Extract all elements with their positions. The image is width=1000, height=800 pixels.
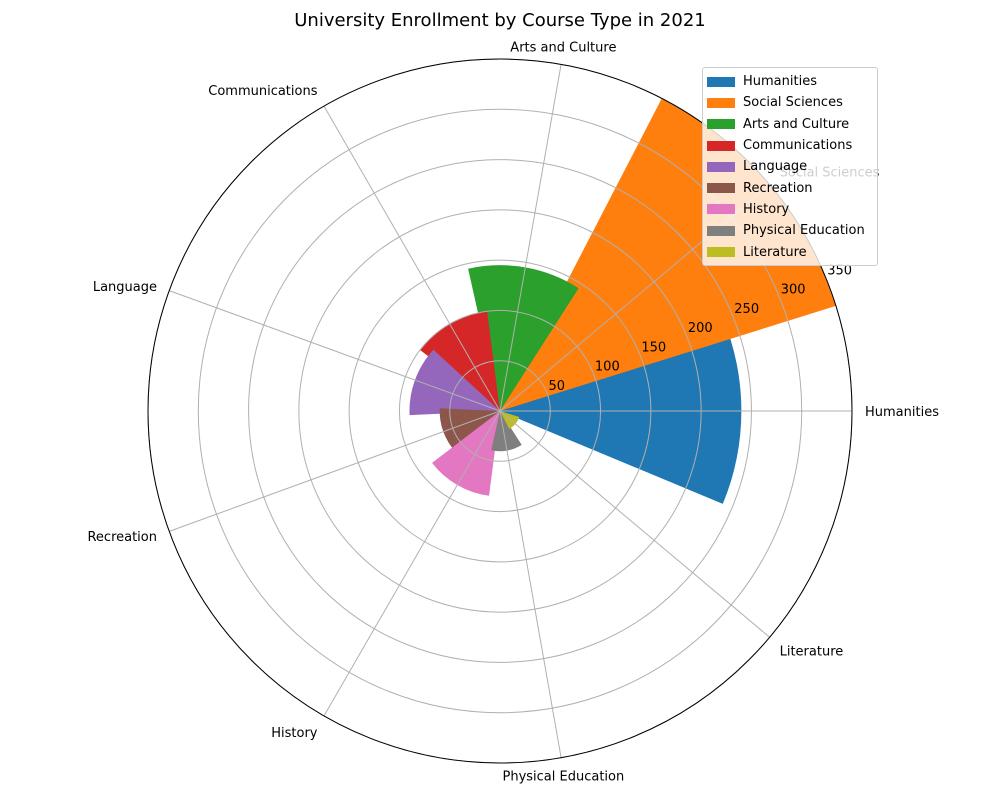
r-tick-label: 150 [641,340,666,355]
bar-physical-education [491,411,522,452]
grid-spoke [323,410,501,717]
bar-language [409,349,500,416]
polar-frame [147,58,853,764]
category-label-humanities: Humanities [865,405,939,420]
legend-item-literature: Literature [703,241,877,262]
legend-label: Social Sciences [743,95,843,111]
bar-arts-and-culture [468,265,579,411]
category-label-communications: Communications [208,84,317,99]
category-label-language: Language [93,280,157,295]
legend-item-physical-education: Physical Education [703,220,877,241]
category-label-literature: Literature [780,645,844,660]
legend-label: Recreation [743,180,813,196]
legend-item-arts-and-culture: Arts and Culture [703,114,877,135]
legend-swatch [707,183,735,194]
grid-layer [147,58,853,764]
legend-swatch [707,247,735,258]
legend-swatch [707,119,735,130]
category-label-history: History [271,726,318,741]
category-label-recreation: Recreation [87,530,157,545]
legend-label: Language [743,159,808,175]
legend-label: Arts and Culture [743,116,850,132]
legend-label: Literature [743,244,807,260]
legend-item-history: History [703,199,877,220]
grid-spoke [169,410,501,532]
category-label-arts-and-culture: Arts and Culture [510,41,616,56]
r-tick-label: 250 [734,302,759,317]
chart-title: University Enrollment by Course Type in … [294,10,706,31]
legend: Humanities Social Sciences Arts and Cultur… [702,67,878,266]
grid-spoke [323,105,501,412]
r-tick-label: 100 [595,360,620,375]
legend-swatch [707,204,735,215]
grid-spoke [499,410,562,758]
legend-label: History [743,201,790,217]
grid-spoke [499,64,562,412]
legend-item-social-sciences: Social Sciences [703,92,877,113]
bar-history [432,411,500,496]
grid-spoke [169,290,501,412]
legend-swatch [707,76,735,87]
bar-recreation [439,408,500,452]
legend-swatch [707,225,735,236]
legend-item-communications: Communications [703,135,877,156]
legend-swatch [707,140,735,151]
legend-swatch [707,161,735,172]
legend-swatch [707,97,735,108]
bar-communications [420,311,500,411]
legend-label: Humanities [743,74,817,90]
legend-item-humanities: Humanities [703,71,877,92]
r-tick-label: 200 [688,321,713,336]
r-tick-label: 300 [781,283,806,298]
category-label-physical-education: Physical Education [503,769,625,784]
legend-label: Communications [743,138,853,154]
legend-label: Physical Education [743,223,865,239]
r-tick-label: 50 [548,379,565,394]
r-tick-label: 350 [827,263,852,278]
legend-item-recreation: Recreation [703,177,877,198]
legend-item-language: Language [703,156,877,177]
grid-spoke [499,410,770,638]
